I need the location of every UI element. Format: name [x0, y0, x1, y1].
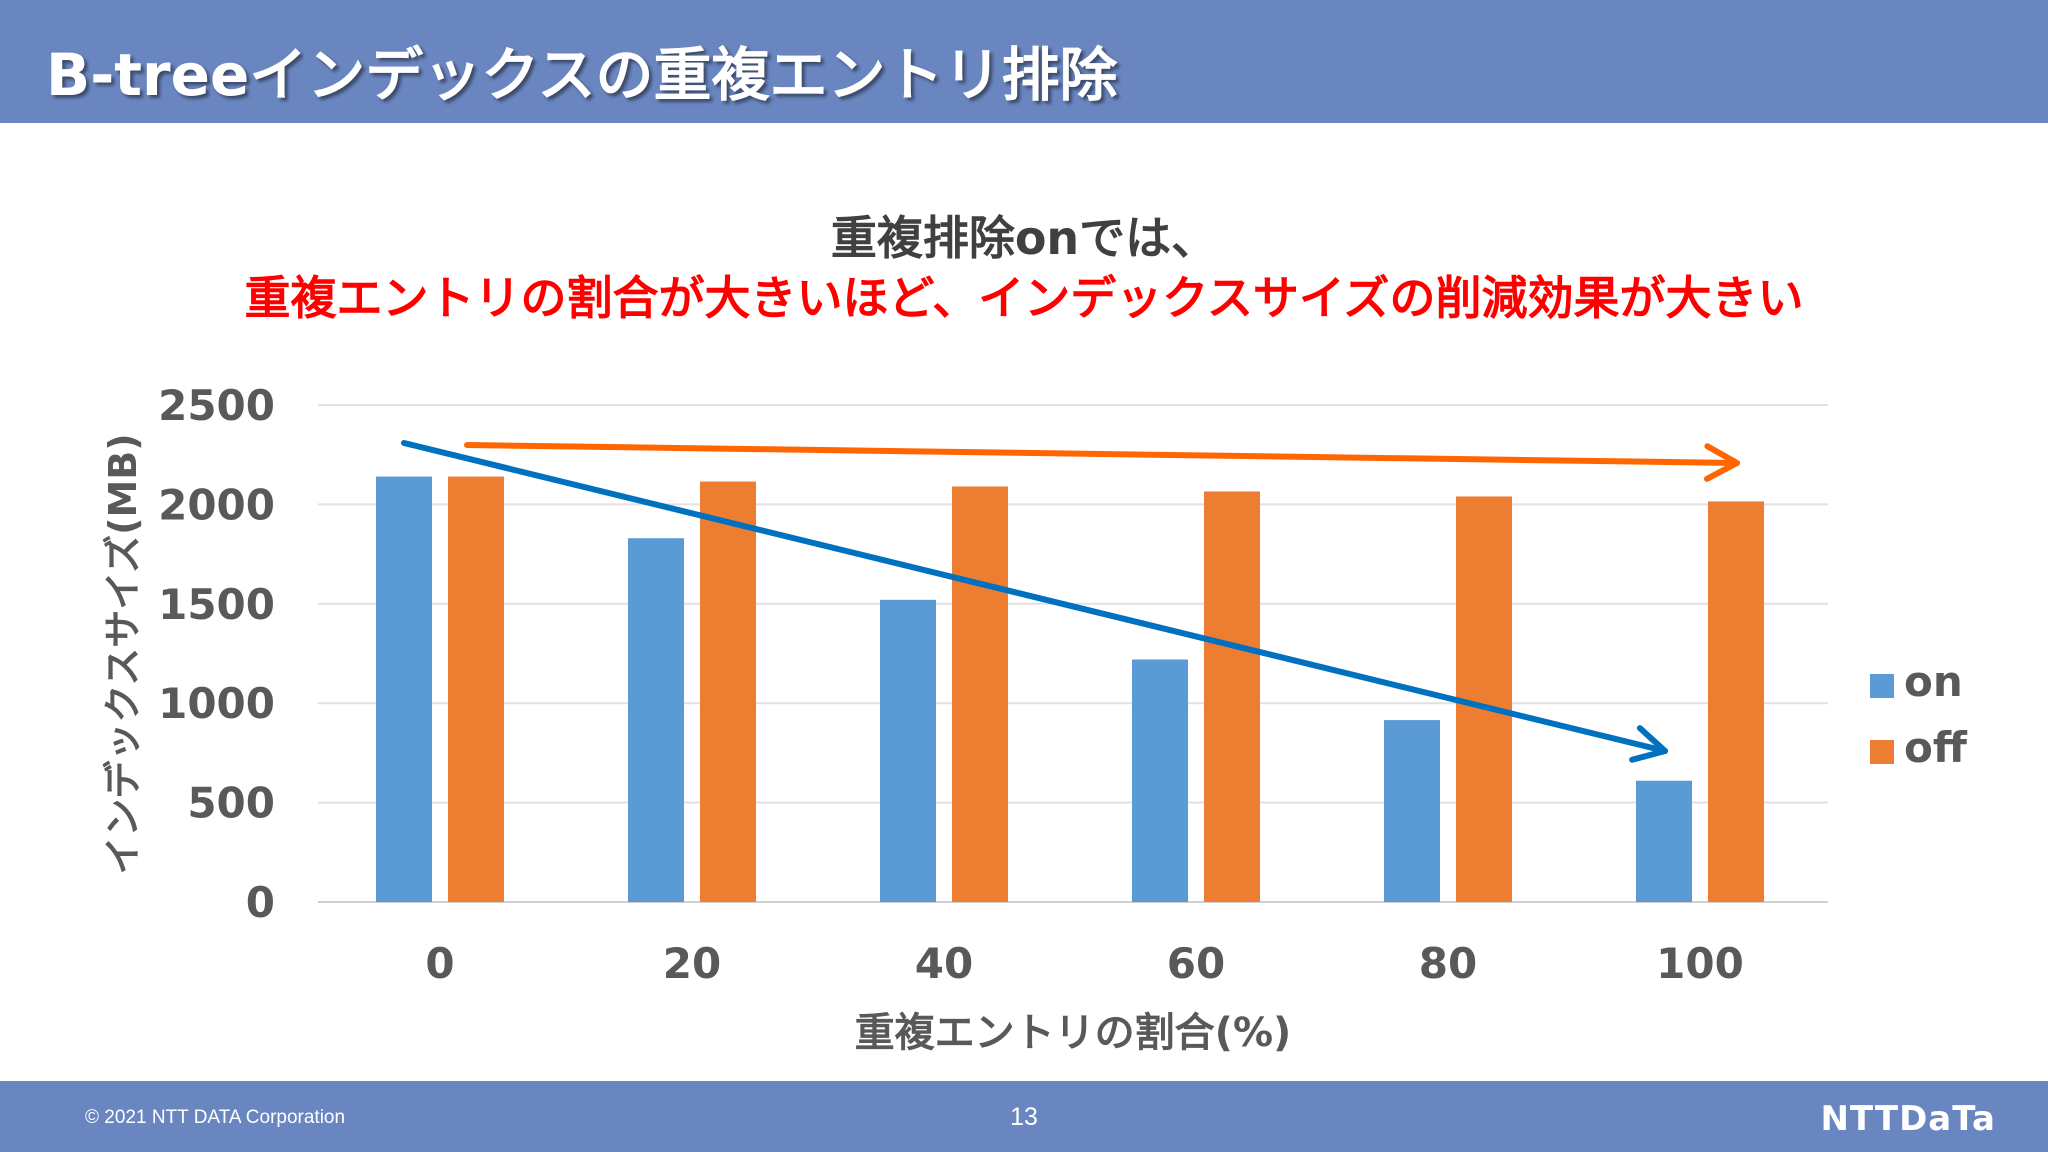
legend-swatch-off [1870, 740, 1894, 764]
x-tick-label: 0 [425, 939, 454, 988]
tick-labels: 0 500 1000 1500 2000 2500 0 20 40 60 80 100 [158, 381, 1744, 988]
legend: on off [1870, 657, 1968, 772]
bar-on-100 [1636, 780, 1692, 902]
copyright-text: © 2021 NTT DATA Corporation [85, 1107, 346, 1128]
legend-label-off: off [1904, 723, 1968, 772]
bar-on-40 [880, 599, 936, 902]
page-number: 13 [1010, 1103, 1038, 1131]
x-tick-label: 80 [1419, 939, 1477, 988]
x-tick-label: 40 [915, 939, 973, 988]
ntt-data-logo: NTTDaTa [1820, 1099, 1996, 1139]
bar-on-20 [628, 538, 684, 902]
title-bar: B-treeインデックスの重複エントリ排除 [0, 0, 2048, 123]
y-tick-label: 2500 [158, 381, 275, 430]
y-axis-title: インデックスサイズ(MB) [101, 433, 145, 874]
x-axis-title: 重複エントリの割合(%) [855, 1010, 1292, 1056]
y-tick-label: 2000 [158, 480, 275, 529]
bar-off-0 [448, 476, 504, 902]
headline-line-2: 重複エントリの割合が大きいほど、インデックスサイズの削減効果が大きい [244, 271, 1804, 325]
y-tick-label: 500 [187, 779, 275, 828]
bar-chart: 0 500 1000 1500 2000 2500 0 20 40 60 80 100 重複エントリの… [101, 381, 1968, 1056]
y-tick-label: 1500 [158, 580, 275, 629]
x-tick-label: 60 [1167, 939, 1225, 988]
trend-arrow-on-head [1629, 725, 1668, 763]
bars [376, 476, 1764, 902]
footer-bar: © 2021 NTT DATA Corporation 13 NTTDaTa [0, 1081, 2048, 1152]
x-tick-label: 100 [1656, 939, 1744, 988]
trend-arrow-off-head [1703, 443, 1740, 482]
y-tick-label: 0 [246, 878, 275, 927]
headline-line-1: 重複排除onでは、 [830, 211, 1218, 265]
legend-label-on: on [1904, 657, 1963, 706]
bar-off-40 [952, 486, 1008, 902]
slide-title: B-treeインデックスの重複エントリ排除 [46, 41, 1118, 109]
trend-arrows [401, 440, 1740, 763]
bar-off-20 [700, 481, 756, 902]
legend-swatch-on [1870, 674, 1894, 698]
bar-on-80 [1384, 720, 1440, 902]
bar-off-60 [1204, 491, 1260, 902]
trend-arrow-off-shaft [464, 442, 1740, 466]
y-tick-label: 1000 [158, 679, 275, 728]
bar-on-0 [376, 476, 432, 902]
bar-off-100 [1708, 501, 1764, 902]
gridlines [318, 404, 1828, 903]
bar-on-60 [1132, 659, 1188, 902]
x-tick-label: 20 [663, 939, 721, 988]
trend-arrow-on-shaft [401, 440, 1668, 754]
